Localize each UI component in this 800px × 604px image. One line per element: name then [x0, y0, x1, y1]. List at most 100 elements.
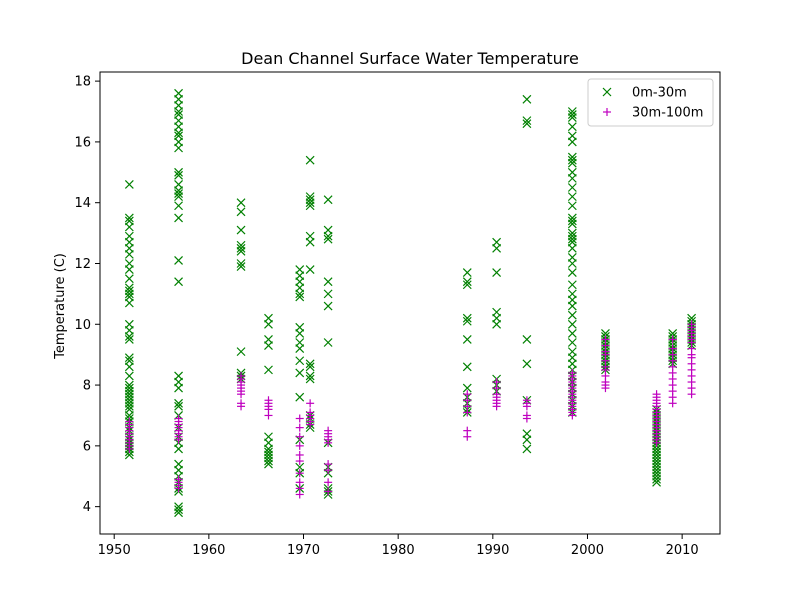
- data-point: [124, 222, 134, 232]
- data-point: [462, 268, 472, 278]
- data-point: [462, 277, 472, 287]
- data-point: [567, 319, 577, 329]
- data-point: [124, 401, 134, 411]
- y-tick-label: 18: [74, 75, 91, 90]
- data-point: [687, 390, 696, 399]
- x-tick-label: 1960: [192, 543, 225, 558]
- data-point: [492, 402, 501, 411]
- data-point: [174, 277, 183, 287]
- data-point: [306, 399, 315, 408]
- x-tick-label: 1950: [98, 543, 131, 558]
- data-point: [295, 423, 304, 432]
- data-point: [652, 438, 661, 447]
- data-point: [124, 274, 134, 284]
- y-tick-label: 4: [83, 500, 91, 515]
- plot-area: [124, 88, 697, 518]
- data-point: [174, 444, 183, 454]
- data-point: [264, 459, 273, 469]
- data-point: [236, 262, 246, 271]
- data-point: [124, 362, 134, 372]
- data-point: [668, 399, 677, 408]
- y-tick-label: 6: [83, 439, 91, 454]
- data-point: [124, 298, 134, 308]
- data-point: [295, 414, 304, 423]
- series-30m-100m: [125, 320, 696, 499]
- plot-frame: [99, 71, 721, 535]
- data-point: [522, 414, 531, 423]
- data-point: [174, 192, 183, 202]
- data-point: [567, 201, 577, 211]
- data-point: [295, 441, 304, 450]
- data-point: [462, 313, 472, 323]
- data-point: [324, 478, 333, 487]
- data-point: [522, 402, 531, 411]
- data-point: [264, 341, 273, 350]
- data-point: [567, 301, 577, 311]
- data-point: [652, 477, 662, 487]
- data-point: [567, 155, 577, 165]
- data-point: [124, 353, 134, 363]
- data-point: [236, 225, 246, 235]
- data-point: [264, 365, 273, 375]
- chart-title: Dean Channel Surface Water Temperature: [241, 49, 579, 68]
- data-point: [237, 390, 246, 399]
- data-point: [324, 438, 333, 447]
- data-point: [567, 280, 577, 290]
- data-point: [324, 466, 333, 475]
- data-point: [124, 335, 134, 344]
- data-point: [522, 435, 532, 445]
- data-point: [295, 392, 305, 402]
- data-point: [462, 362, 472, 372]
- data-point: [306, 420, 315, 429]
- data-point: [305, 371, 315, 381]
- data-point: [462, 280, 472, 290]
- data-point: [567, 122, 577, 132]
- data-point: [305, 359, 315, 369]
- data-point: [236, 207, 246, 217]
- y-tick-label: 12: [74, 257, 91, 272]
- data-point: [295, 490, 304, 499]
- data-point: [295, 469, 304, 478]
- data-point: [522, 94, 532, 104]
- data-point: [236, 347, 246, 357]
- data-point: [463, 408, 472, 417]
- data-point: [174, 435, 183, 444]
- x-tick-label: 1980: [382, 543, 415, 558]
- data-point: [295, 457, 304, 466]
- data-point: [236, 198, 246, 208]
- data-point: [124, 265, 134, 274]
- data-point: [522, 444, 532, 454]
- legend-marker: [602, 87, 612, 97]
- data-point: [124, 450, 134, 460]
- data-point: [174, 383, 183, 393]
- data-point: [668, 335, 677, 344]
- data-point: [567, 173, 577, 183]
- data-point: [236, 246, 246, 256]
- y-tick-label: 8: [83, 379, 91, 394]
- data-point: [174, 213, 183, 223]
- data-point: [174, 189, 183, 199]
- legend: 0m-30m 30m-100m: [587, 78, 714, 127]
- data-point: [295, 432, 304, 441]
- data-point: [323, 231, 333, 241]
- data-point: [295, 289, 305, 299]
- data-point: [522, 335, 532, 344]
- data-point: [174, 167, 183, 177]
- axes: 1950 1960 1970 1980 1990 2000 2010 4 6 8 10 12 14 16 1…: [74, 75, 698, 558]
- data-point: [568, 411, 577, 420]
- data-point: [125, 444, 134, 453]
- legend-marker: [603, 108, 611, 116]
- data-point: [174, 505, 183, 515]
- data-point: [323, 234, 333, 244]
- data-point: [567, 113, 577, 123]
- data-point: [323, 338, 333, 347]
- data-point: [492, 268, 502, 278]
- data-point: [567, 137, 577, 147]
- data-point: [324, 487, 333, 496]
- data-point: [323, 289, 333, 299]
- data-point: [601, 384, 610, 393]
- data-point: [174, 143, 183, 153]
- data-point: [124, 371, 134, 381]
- data-point: [174, 201, 183, 211]
